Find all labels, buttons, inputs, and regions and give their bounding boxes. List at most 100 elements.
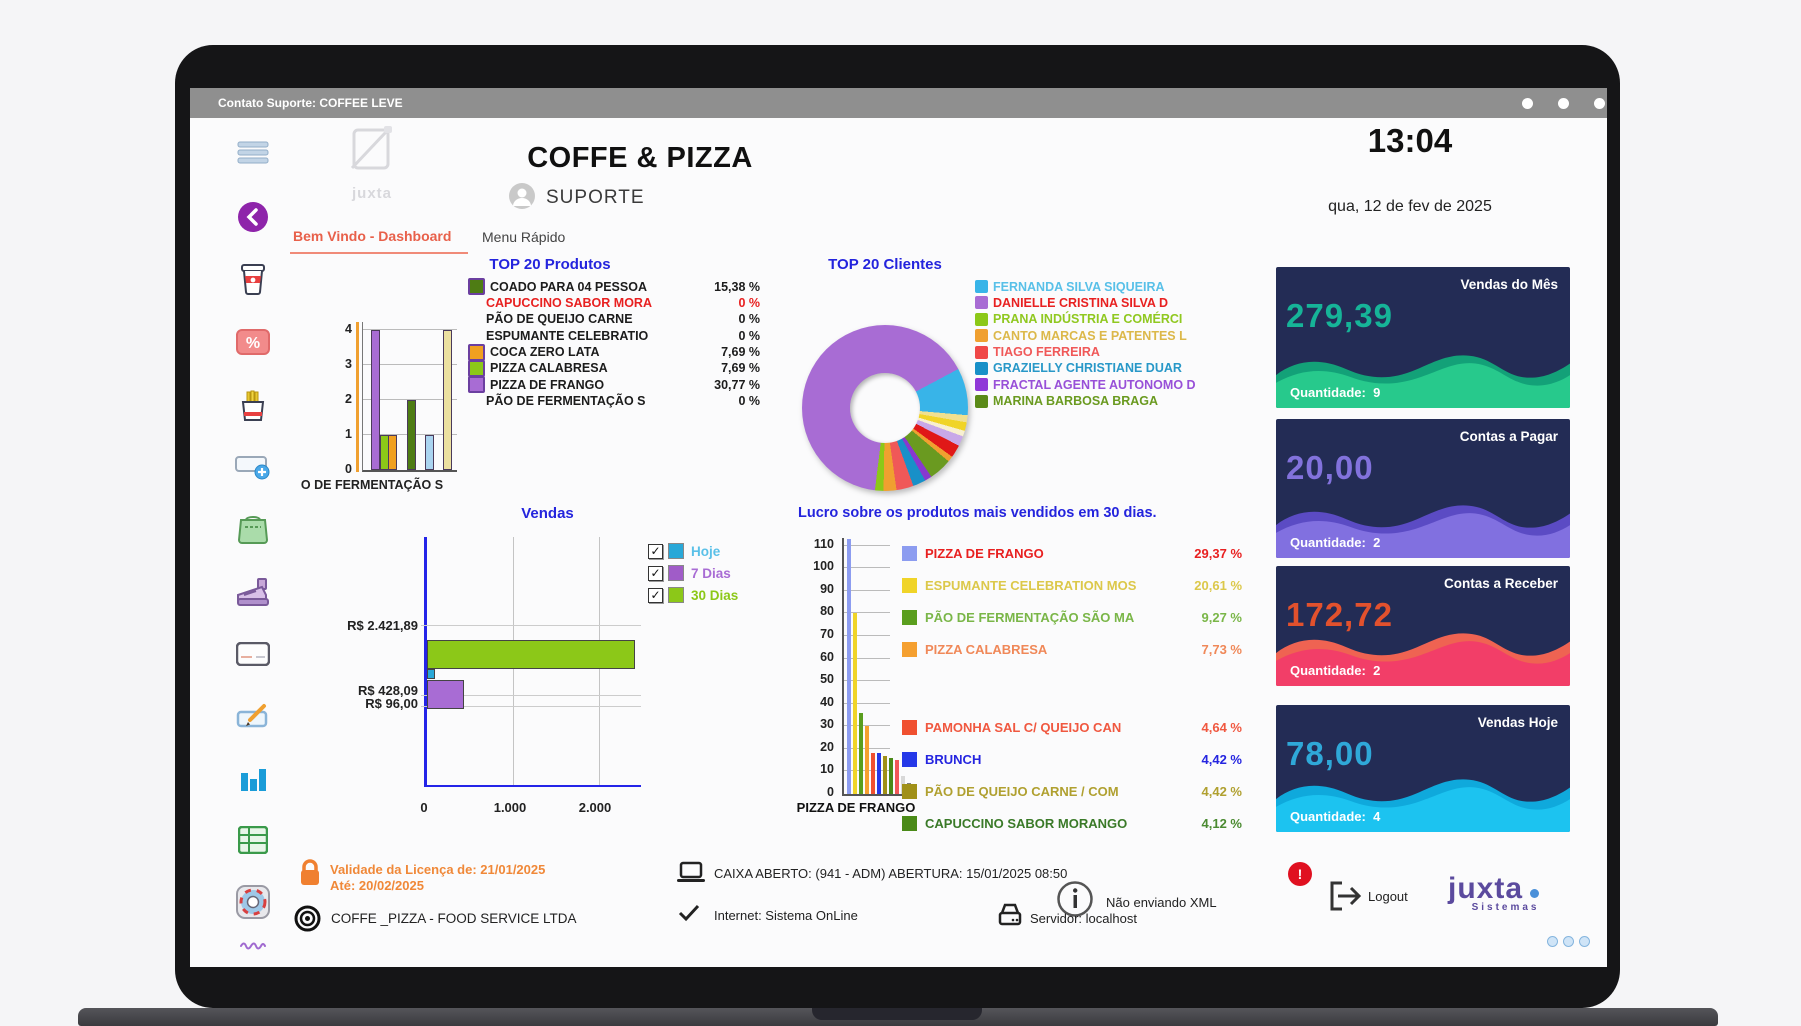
- legend-swatch: [902, 752, 917, 767]
- vendas-legend: ✓ Hoje ✓ 7 Dias ✓ 30 Dias: [648, 543, 738, 609]
- sidebar-item-cash-register-icon[interactable]: [234, 575, 272, 609]
- sidebar-item-edit-icon[interactable]: [234, 699, 272, 733]
- clientes-title: TOP 20 Clientes: [828, 256, 942, 273]
- legend-swatch: [902, 546, 917, 561]
- window-control-dot[interactable]: [1522, 98, 1533, 109]
- juxta-brand: juxta Sistemas: [1448, 872, 1540, 913]
- vendas-legend-row: ✓ 7 Dias: [648, 565, 738, 581]
- legend-swatch: [902, 720, 917, 735]
- produtos-y-tick: 0: [345, 462, 352, 476]
- vendas-x-tick: 2.000: [578, 800, 612, 815]
- tab-dashboard[interactable]: Bem Vindo - Dashboard: [293, 228, 452, 244]
- license-validity: Validade da Licença de: 21/01/2025: [330, 862, 546, 877]
- legend-label: TIAGO FERREIRA: [993, 345, 1100, 360]
- series-checkbox[interactable]: ✓: [648, 565, 663, 581]
- sidebar-item-coffee-cup-icon[interactable]: [234, 262, 272, 296]
- legend-percent: 0 %: [738, 394, 760, 409]
- legend-percent: 15,38 %: [714, 279, 760, 294]
- juxta-logo: juxta: [330, 122, 414, 202]
- legend-percent: 0 %: [738, 295, 760, 310]
- produtos-bar: [388, 435, 397, 470]
- tab-menu-rapido[interactable]: Menu Rápido: [482, 229, 566, 245]
- produtos-bar: [443, 330, 452, 470]
- sidebar-item-add-sale-icon[interactable]: [234, 450, 272, 484]
- card-value: 78,00: [1286, 735, 1374, 772]
- legend-percent: 7,69 %: [721, 345, 760, 360]
- sidebar-item-credit-card-icon[interactable]: [234, 637, 272, 671]
- lucro-x-label: PIZZA DE FRANGO: [796, 800, 916, 815]
- lucro-y-tick: 30: [820, 717, 834, 731]
- legend-row: MARINA BARBOSA BRAGA: [975, 394, 1215, 408]
- legend-percent: 29,37 %: [1194, 546, 1242, 561]
- legend-label: PIZZA CALABRESA: [490, 361, 608, 376]
- legend-label: CANTO MARCAS E PATENTES L: [993, 328, 1187, 343]
- lucro-y-tick: 20: [820, 740, 834, 754]
- lock-icon: [301, 859, 319, 885]
- sidebar-item-spreadsheet-icon[interactable]: [234, 823, 272, 857]
- legend-label: COCA ZERO LATA: [490, 345, 600, 360]
- legend-label: PIZZA CALABRESA: [925, 642, 1048, 657]
- legend-row: CANTO MARCAS E PATENTES L: [975, 328, 1215, 343]
- window-titlebar: Contato Suporte: COFFEE LEVE: [190, 88, 1607, 118]
- produtos-bar-chart: [362, 322, 457, 472]
- brand-subtitle: Sistemas: [1471, 902, 1540, 913]
- legend-swatch: [668, 587, 684, 603]
- logout-icon[interactable]: [1328, 879, 1366, 913]
- card-value: 279,39: [1286, 297, 1393, 334]
- license-until: Até: 20/02/2025: [330, 878, 424, 893]
- card-contas-receber: Contas a Receber 172,72 Quantidade: 2: [1276, 566, 1570, 686]
- server-icon: [998, 903, 1022, 926]
- legend-label: Hoje: [691, 543, 721, 559]
- legend-swatch: [902, 578, 917, 593]
- card-vendas-mes: Vendas do Mês 279,39 Quantidade: 9: [1276, 267, 1570, 408]
- info-icon: [1057, 881, 1093, 917]
- card-title: Contas a Receber: [1443, 576, 1558, 591]
- legend-row: FERNANDA SILVA SIQUEIRA: [975, 280, 1215, 294]
- sidebar-item-bag-icon[interactable]: [234, 512, 272, 546]
- page-dots[interactable]: [1542, 934, 1590, 952]
- xml-status: Não enviando XML: [1106, 895, 1217, 910]
- wave-graphic: [1276, 633, 1570, 686]
- lucro-bar-chart: [842, 538, 914, 796]
- legend-row: PRANA INDÚSTRIA E COMÉRCI: [975, 312, 1215, 326]
- series-checkbox[interactable]: ✓: [648, 587, 663, 603]
- window-control-dot[interactable]: [1558, 98, 1569, 109]
- lucro-y-tick: 80: [820, 604, 834, 618]
- legend-swatch: [975, 280, 988, 293]
- sidebar-item-collapse-icon[interactable]: [234, 200, 272, 234]
- legend-label: PAMONHA SAL C/ QUEIJO CAN: [925, 720, 1122, 735]
- sidebar-item-fries-icon[interactable]: [234, 389, 272, 423]
- vendas-legend-row: ✓ 30 Dias: [648, 587, 738, 603]
- legend-row: PÃO DE QUEIJO CARNE / COM 4,42 %: [902, 784, 1242, 799]
- lucro-y-tick: 40: [820, 695, 834, 709]
- legend-percent: 7,73 %: [1201, 642, 1242, 657]
- legend-swatch: [468, 278, 485, 295]
- card-value: 20,00: [1286, 449, 1374, 486]
- sidebar-item-menu-icon[interactable]: [234, 135, 272, 169]
- legend-label: PÃO DE QUEIJO CARNE: [486, 312, 633, 327]
- legend-swatch: [975, 296, 988, 310]
- produtos-legend: COADO PARA 04 PESSOA 15,38 % CAPUCCINO SAB…: [468, 278, 760, 411]
- vendas-legend-row: ✓ Hoje: [648, 543, 738, 559]
- lucro-y-tick: 90: [820, 582, 834, 596]
- lucro-y-tick: 70: [820, 627, 834, 641]
- legend-percent: 0 %: [738, 328, 760, 343]
- sidebar-item-bar-chart-icon[interactable]: [234, 762, 272, 796]
- brand-word: juxta: [1448, 872, 1524, 905]
- clientes-donut-hole: [850, 373, 920, 443]
- logout-button[interactable]: Logout: [1368, 889, 1408, 904]
- logged-user: SUPORTE: [546, 187, 645, 208]
- juxta-logo-icon: [350, 126, 392, 170]
- series-checkbox[interactable]: ✓: [648, 543, 663, 559]
- window-control-dot[interactable]: [1594, 98, 1605, 109]
- titlebar-text: Contato Suporte: COFFEE LEVE: [218, 96, 403, 110]
- sidebar-item-support-lifebuoy-icon[interactable]: [234, 885, 272, 919]
- clock: 13:04: [1367, 122, 1453, 159]
- legend-swatch: [975, 312, 988, 326]
- caixa-status: CAIXA ABERTO: (941 - ADM) ABERTURA: 15/0…: [714, 866, 1068, 881]
- vendas-title: Vendas: [521, 505, 574, 522]
- vendas-value-label: R$ 428,09: [358, 683, 418, 698]
- sidebar-item-discount-percent-icon[interactable]: %: [234, 325, 272, 359]
- legend-row: CAPUCCINO SABOR MORANGO 4,12 %: [902, 816, 1242, 831]
- legend-row: PAMONHA SAL C/ QUEIJO CAN 4,64 %: [902, 720, 1242, 735]
